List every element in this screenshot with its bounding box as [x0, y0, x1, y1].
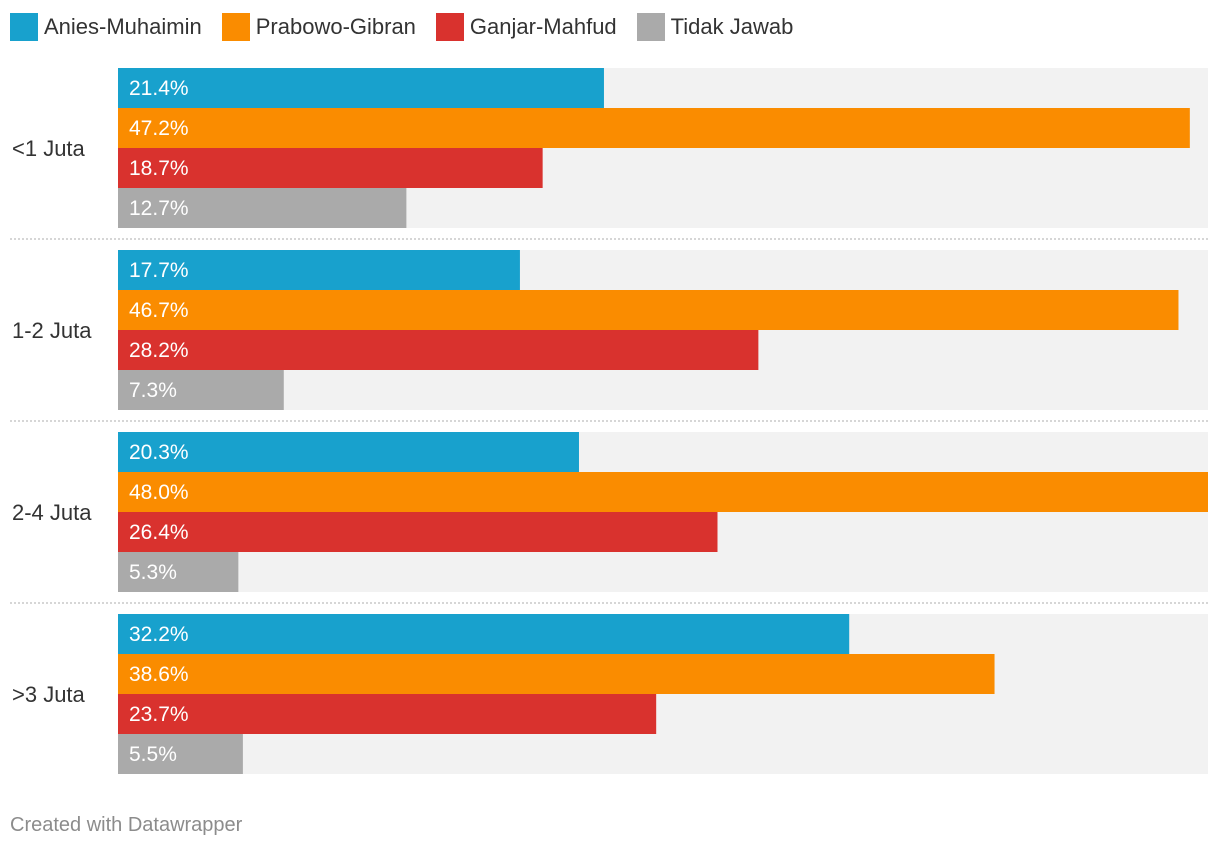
category-label-1-2-juta: 1-2 Juta — [12, 318, 92, 343]
legend-item-ganjar-mahfud: Ganjar-Mahfud — [435, 13, 617, 41]
bar-label-tidak-jawab-gt-3-juta: 5.5% — [129, 743, 177, 766]
legend-label-tidak-jawab: Tidak Jawab — [670, 14, 794, 39]
category-label-gt-3-juta: >3 Juta — [12, 682, 86, 707]
bar-prabowo-gibran-lt-1-juta — [118, 108, 1190, 148]
legend-swatch-anies-muhaimin — [10, 13, 38, 41]
bar-ganjar-mahfud-lt-1-juta — [118, 148, 543, 188]
bar-label-prabowo-gibran-lt-1-juta: 47.2% — [129, 117, 189, 140]
bar-label-tidak-jawab-1-2-juta: 7.3% — [129, 379, 177, 402]
category-label-2-4-juta: 2-4 Juta — [12, 500, 92, 525]
bar-prabowo-gibran-gt-3-juta — [118, 654, 995, 694]
category-label-lt-1-juta: <1 Juta — [12, 136, 86, 161]
bar-label-ganjar-mahfud-gt-3-juta: 23.7% — [129, 703, 189, 726]
bar-anies-muhaimin-lt-1-juta — [118, 68, 604, 108]
legend-swatch-ganjar-mahfud — [435, 13, 464, 41]
footer-credit: Created with Datawrapper — [10, 814, 243, 836]
bar-anies-muhaimin-1-2-juta — [118, 250, 520, 290]
bar-label-prabowo-gibran-1-2-juta: 46.7% — [129, 299, 189, 322]
bar-anies-muhaimin-2-4-juta — [118, 432, 579, 472]
bar-label-anies-muhaimin-lt-1-juta: 21.4% — [129, 77, 189, 100]
legend-item-prabowo-gibran: Prabowo-Gibran — [221, 13, 416, 41]
bar-ganjar-mahfud-1-2-juta — [118, 330, 759, 370]
legend-label-prabowo-gibran: Prabowo-Gibran — [255, 14, 416, 39]
legend-item-tidak-jawab: Tidak Jawab — [636, 13, 794, 41]
legend-swatch-prabowo-gibran — [221, 13, 250, 41]
legend-swatch-tidak-jawab — [636, 13, 665, 41]
bar-anies-muhaimin-gt-3-juta — [118, 614, 850, 654]
legend-label-ganjar-mahfud: Ganjar-Mahfud — [469, 14, 617, 39]
bar-prabowo-gibran-1-2-juta — [118, 290, 1179, 330]
chart-legend: Anies-Muhaimin Prabowo-Gibran Ganjar-Mah… — [10, 12, 813, 42]
bar-prabowo-gibran-2-4-juta — [118, 472, 1208, 512]
legend-item-anies-muhaimin: Anies-Muhaimin — [10, 13, 202, 41]
bar-label-prabowo-gibran-2-4-juta: 48.0% — [129, 481, 189, 504]
bar-label-tidak-jawab-2-4-juta: 5.3% — [129, 561, 177, 584]
bar-label-ganjar-mahfud-lt-1-juta: 18.7% — [129, 157, 189, 180]
bar-tidak-jawab-1-2-juta — [118, 370, 284, 410]
bar-label-anies-muhaimin-gt-3-juta: 32.2% — [129, 623, 189, 646]
bar-tidak-jawab-2-4-juta — [118, 552, 239, 592]
bar-label-ganjar-mahfud-2-4-juta: 26.4% — [129, 521, 189, 544]
bar-ganjar-mahfud-2-4-juta — [118, 512, 718, 552]
bar-ganjar-mahfud-gt-3-juta — [118, 694, 657, 734]
grouped-bar-chart: <1 Juta 21.4% 47.2% 18.7% 12.7% 1-2 Juta 17.7%… — [10, 68, 1208, 774]
bar-tidak-jawab-lt-1-juta — [118, 188, 407, 228]
bar-label-prabowo-gibran-gt-3-juta: 38.6% — [129, 663, 189, 686]
legend-label-anies-muhaimin: Anies-Muhaimin — [44, 14, 202, 39]
bar-label-anies-muhaimin-1-2-juta: 17.7% — [129, 259, 189, 282]
bar-label-tidak-jawab-lt-1-juta: 12.7% — [129, 197, 189, 220]
bar-label-anies-muhaimin-2-4-juta: 20.3% — [129, 441, 189, 464]
bar-tidak-jawab-gt-3-juta — [118, 734, 243, 774]
bar-label-ganjar-mahfud-1-2-juta: 28.2% — [129, 339, 189, 362]
